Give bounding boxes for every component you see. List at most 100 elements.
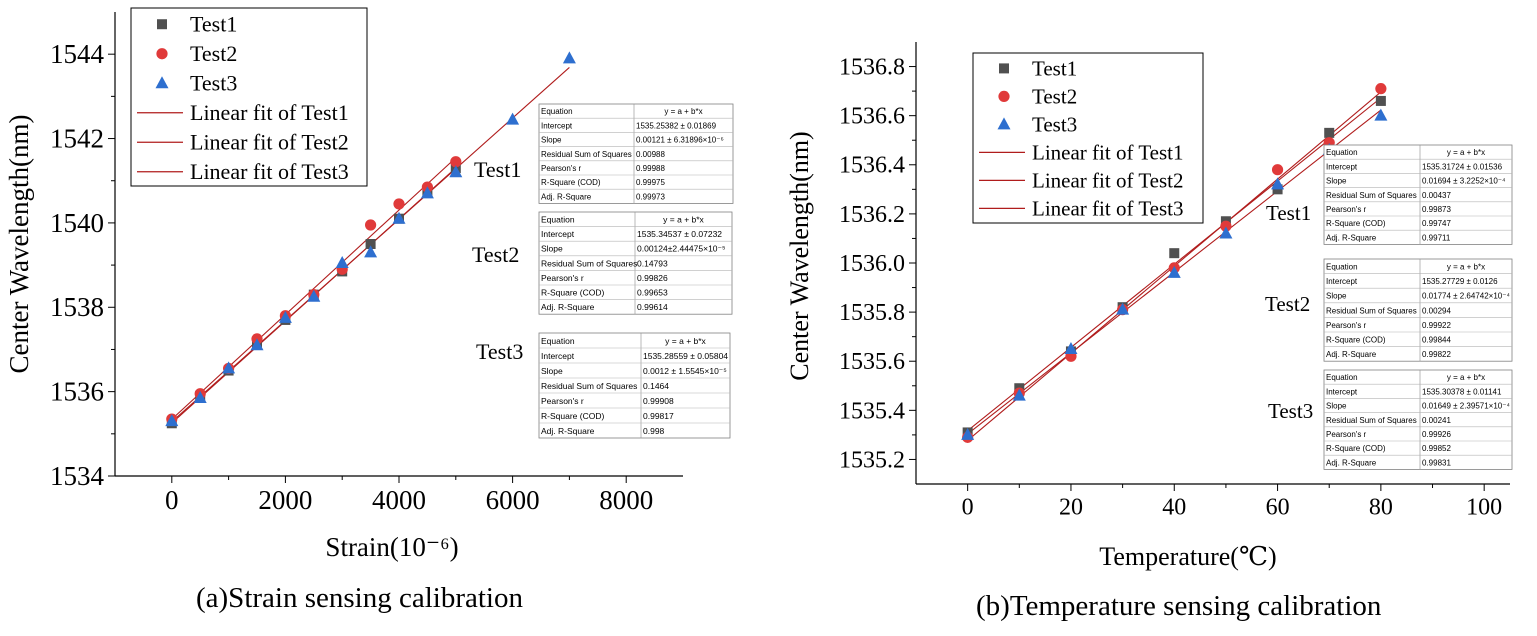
point-test3	[222, 361, 236, 374]
legend-label: Test2	[190, 41, 237, 66]
stats-cell-value: 0.99747	[1422, 219, 1451, 228]
stats-cell-key: R-Square (COD)	[1326, 219, 1386, 228]
point-test1	[365, 239, 376, 249]
stats-table-label: Test1	[474, 157, 521, 182]
stats-cell-key: Adj. R-Square	[541, 302, 595, 312]
stats-cell-value: 0.01649 ± 2.39571×10⁻⁴	[1422, 402, 1510, 411]
point-test3	[420, 186, 434, 199]
stats-cell-value: 0.99873	[1422, 205, 1451, 214]
y-tick-label: 1535.6	[839, 349, 905, 375]
stats-cell-key: Equation	[1326, 148, 1358, 157]
stats-cell-key: Slope	[1326, 177, 1347, 186]
fit-line-test2	[171, 157, 457, 420]
chart-b: 0 20 40 60 80 100 1535.2 1535.4 1535.6 1535.8 1536…	[785, 42, 1513, 571]
y-tick-label: 1536.0	[839, 251, 905, 277]
point-test3	[1064, 341, 1078, 354]
legend-marker-test3	[155, 76, 169, 89]
legend: Test1 Test2 Test3 Linear fit of Test1 Linear…	[130, 7, 368, 187]
x-axis-title: Strain(10⁻⁶)	[325, 532, 458, 562]
stats-cell-value: y = a + b*x	[1447, 373, 1485, 382]
point-test3	[392, 211, 406, 224]
stats-cell-key: Adj. R-Square	[1326, 233, 1377, 242]
stats-cell-value: 0.1464	[643, 381, 669, 391]
x-tick-label: 6000	[486, 485, 540, 515]
stats-cell-value: 1535.25382 ± 0.01869	[636, 121, 717, 130]
stats-cell-key: Residual Sum of Squares	[1326, 416, 1417, 425]
legend-label: Test1	[190, 12, 237, 37]
legend-label: Test3	[1032, 113, 1077, 137]
y-tick-label: 1536	[50, 377, 104, 407]
stats-cell-key: Intercept	[1326, 162, 1358, 171]
point-test3	[1219, 226, 1233, 239]
y-tick-label: 1536.6	[839, 104, 905, 130]
stats-cell-key: Intercept	[541, 121, 573, 130]
stats-table-label: Test2	[1265, 292, 1310, 316]
x-tick-label: 4000	[372, 485, 426, 515]
x-tick-label: 0	[962, 494, 974, 520]
y-tick-label: 1535.2	[839, 447, 905, 473]
stats-cell-value: 0.00294	[1422, 306, 1451, 315]
point-test3	[193, 390, 207, 403]
point-test3	[562, 51, 576, 64]
legend-label: Linear fit of Test3	[190, 159, 349, 184]
stats-cell-value: y = a + b*x	[1447, 263, 1485, 272]
point-test1	[1375, 95, 1386, 106]
stats-cell-key: Equation	[1326, 373, 1358, 382]
stats-table-border	[538, 332, 731, 439]
stats-cell-value: 0.99852	[1422, 444, 1451, 453]
x-tick-label: 2000	[258, 485, 312, 515]
stats-cell-value: 1535.34537 ± 0.07232	[637, 229, 722, 239]
stats-cell-key: Equation	[1326, 263, 1358, 272]
stats-cell-value: 0.99653	[637, 288, 668, 298]
stats-cell-value: 0.01774 ± 2.64742×10⁻⁴	[1422, 292, 1510, 301]
stats-cell-value: 0.99822	[1422, 350, 1451, 359]
x-axis-title: Temperature(℃)	[1099, 542, 1276, 571]
x-tick-label: 80	[1369, 494, 1393, 520]
stats-cell-value: 0.00437	[1422, 191, 1451, 200]
stats-table-border	[538, 211, 733, 315]
stats-cell-value: 0.00988	[636, 150, 665, 159]
x-tick-label: 0	[165, 485, 179, 515]
stats-cell-key: Adj. R-Square	[1326, 350, 1377, 359]
stats-cell-value: 0.00124±2.44475×10⁻⁵	[637, 244, 726, 254]
stats-cell-value: y = a + b*x	[663, 215, 704, 225]
y-tick-label: 1535.4	[839, 398, 905, 424]
stats-cell-value: 0.00241	[1422, 416, 1451, 425]
stats-cell-key: Equation	[541, 215, 575, 225]
legend-label: Linear fit of Test1	[1032, 141, 1184, 165]
stats-cell-key: Equation	[541, 107, 573, 116]
x-tick-label: 100	[1466, 494, 1502, 520]
stats-table-test1: Equation y = a + b*x Intercept 1535.25382 ±…	[538, 103, 734, 204]
point-test2	[1375, 83, 1387, 95]
stats-cell-value: 0.0012 ± 1.5545×10⁻⁵	[643, 366, 727, 376]
stats-cell-value: 0.99826	[637, 273, 668, 283]
stats-cell-key: Pearson's r	[1326, 321, 1367, 330]
legend-box	[972, 52, 1204, 224]
point-test3	[364, 245, 378, 258]
point-test1	[1169, 248, 1180, 259]
y-tick-label: 1536.8	[839, 54, 905, 80]
stats-table-label: Test3	[476, 339, 523, 364]
point-test3	[335, 255, 349, 268]
stats-cell-value: 0.99922	[1422, 321, 1451, 330]
point-test3	[278, 310, 292, 323]
stats-cell-key: Residual Sum of Squares	[1326, 191, 1417, 200]
y-tick-label: 1536.4	[839, 153, 905, 179]
caption-strain: (a)Strain sensing calibration	[196, 582, 523, 614]
stats-table-test3: Equation y = a + b*x Intercept 1535.28559 ±…	[538, 332, 731, 439]
stats-cell-value: 0.99831	[1422, 458, 1451, 467]
legend-label: Test3	[190, 71, 237, 96]
stats-cell-value: 0.14793	[637, 258, 668, 268]
point-test3	[165, 414, 179, 427]
stats-cell-key: Pearson's r	[1326, 205, 1367, 214]
stats-cell-key: Intercept	[1326, 277, 1358, 286]
stats-cell-key: R-Square (COD)	[541, 178, 601, 187]
legend-box	[130, 7, 368, 187]
stats-cell-key: Residual Sum of Squares	[1326, 306, 1417, 315]
stats-cell-key: Slope	[1326, 402, 1347, 411]
stats-cell-value: 0.99711	[1422, 233, 1451, 242]
stats-cell-key: Adj. R-Square	[541, 426, 595, 436]
legend-marker-test2	[156, 48, 168, 60]
stats-cell-key: R-Square (COD)	[541, 288, 604, 298]
